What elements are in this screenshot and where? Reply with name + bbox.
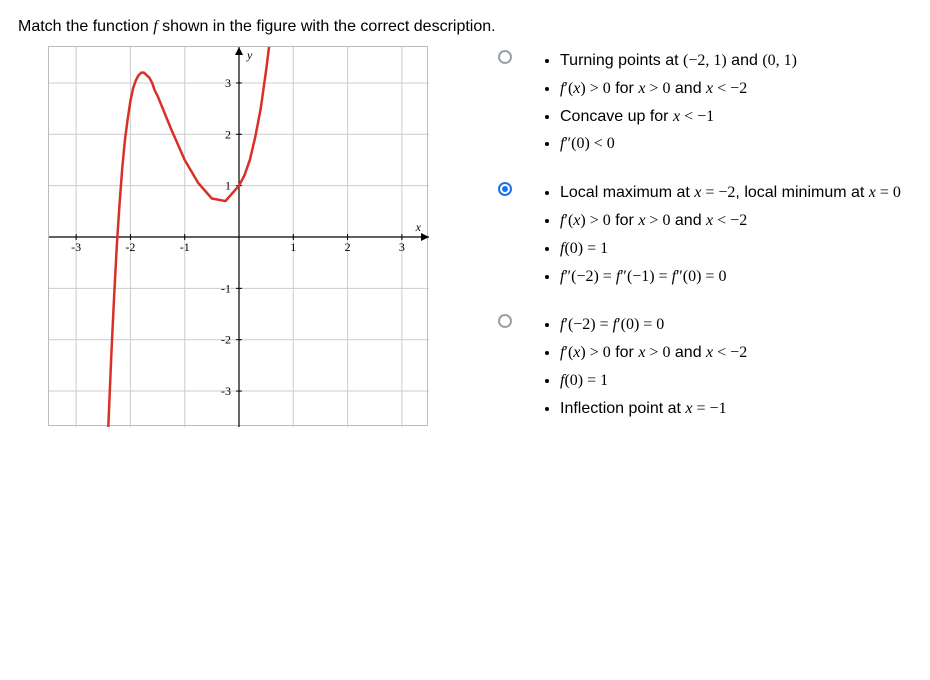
option-0-item-3: f″(0) < 0 [560, 132, 797, 157]
svg-text:1: 1 [290, 240, 296, 254]
option-0-item-2: Concave up for x < −1 [560, 105, 797, 130]
function-graph: -3-2-1123-3-2-1123xy [48, 46, 428, 426]
svg-text:-3: -3 [71, 240, 81, 254]
question-text: Match the function f shown in the figure… [18, 18, 912, 36]
svg-text:1: 1 [225, 179, 231, 193]
svg-text:y: y [246, 48, 253, 62]
option-desc-0: Turning points at (−2, 1) and (0, 1) f′(x… [540, 46, 797, 160]
svg-text:-1: -1 [180, 240, 190, 254]
radio-option-0[interactable] [498, 50, 512, 64]
option-1-item-3: f″(−2) = f″(−1) = f″(0) = 0 [560, 265, 901, 290]
option-0-item-1: f′(x) > 0 for x > 0 and x < −2 [560, 77, 797, 102]
option-2-item-1: f′(x) > 0 for x > 0 and x < −2 [560, 341, 747, 366]
question-suffix: shown in the figure with the correct des… [158, 18, 496, 35]
option-1-item-2: f(0) = 1 [560, 237, 901, 262]
question-prefix: Match the function [18, 18, 153, 35]
svg-text:2: 2 [225, 127, 231, 141]
option-2-item-0: f′(−2) = f′(0) = 0 [560, 313, 747, 338]
option-1-item-0: Local maximum at x = −2, local minimum a… [560, 181, 901, 206]
svg-text:3: 3 [225, 76, 231, 90]
option-desc-1: Local maximum at x = −2, local minimum a… [540, 178, 901, 292]
svg-text:x: x [415, 220, 422, 234]
option-2-item-2: f(0) = 1 [560, 369, 747, 394]
svg-text:2: 2 [345, 240, 351, 254]
radio-option-2[interactable] [498, 314, 512, 328]
svg-text:-2: -2 [125, 240, 135, 254]
radio-option-1[interactable] [498, 182, 512, 196]
option-2: f′(−2) = f′(0) = 0 f′(x) > 0 for x > 0 an… [498, 310, 901, 424]
option-1: Local maximum at x = −2, local minimum a… [498, 178, 901, 292]
option-0-item-0: Turning points at (−2, 1) and (0, 1) [560, 49, 797, 74]
option-1-item-1: f′(x) > 0 for x > 0 and x < −2 [560, 209, 901, 234]
svg-text:-1: -1 [221, 281, 231, 295]
svg-text:-3: -3 [221, 384, 231, 398]
svg-text:3: 3 [399, 240, 405, 254]
option-desc-2: f′(−2) = f′(0) = 0 f′(x) > 0 for x > 0 an… [540, 310, 747, 424]
content-row: -3-2-1123-3-2-1123xy Turning points at (… [18, 46, 912, 443]
option-2-item-3: Inflection point at x = −1 [560, 397, 747, 422]
options-list: Turning points at (−2, 1) and (0, 1) f′(x… [498, 46, 901, 443]
option-0: Turning points at (−2, 1) and (0, 1) f′(x… [498, 46, 901, 160]
svg-text:-2: -2 [221, 333, 231, 347]
